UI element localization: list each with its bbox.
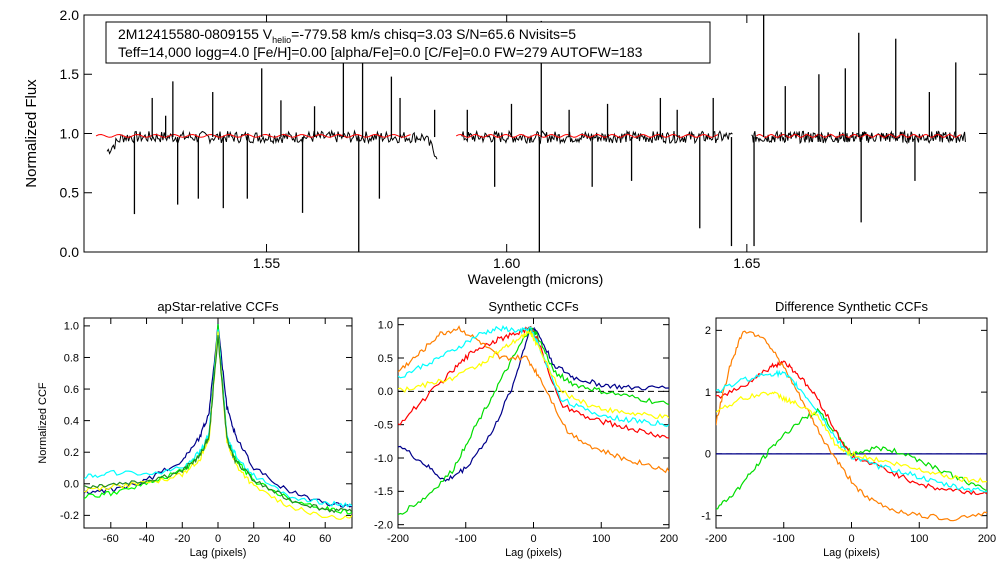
difference-ccf-frame (715, 317, 988, 529)
apstar-ccf-xtick-label: 0 (215, 533, 221, 545)
spectrum-model-line (95, 133, 411, 138)
synthetic-ccf-ytick-label: -1.0 (374, 453, 393, 465)
apstar-ccf-data (84, 323, 352, 520)
spectrum-ytick-label: 1.0 (60, 125, 80, 141)
synthetic-ccf-visit-4-line (398, 325, 669, 474)
apstar-ccf-xtick-label: 60 (319, 533, 331, 545)
spectrum-observed-line (460, 129, 733, 145)
spectrum-ytick-label: 2.0 (60, 7, 80, 23)
synthetic-ccf-xtick-label: -100 (455, 533, 477, 545)
difference-ccf-visit-4-line (716, 330, 987, 522)
spectrum-panel: 1.55 1.60 1.65 0.0 0.5 1.0 1.5 2.0 Wavelength (m… (23, 7, 988, 287)
synthetic-ccf-visit-5-line (398, 324, 669, 428)
legend-stats: =-779.58 km/s chisq=3.03 S/N=65.6 Nvisit… (291, 26, 576, 42)
spectrum-ytick-label: 0.5 (60, 185, 80, 201)
apstar-ccf-xtick-label: 40 (283, 533, 295, 545)
synthetic-ccf-xtick-label: 0 (530, 533, 536, 545)
apstar-ccf-visit-3-line (84, 329, 352, 508)
spectrum-legend-line1: 2M12415580-0809155 Vhelio=-779.58 km/s c… (118, 26, 576, 45)
apstar-ccf-panel: -60 -40 -20 0 20 40 60 -0.2 0.0 0.2 0.4 0.6 0.8 1.0 La… (37, 299, 353, 559)
synthetic-ccf-xtick-label: 100 (592, 533, 610, 545)
spectrum-data (95, 15, 966, 252)
difference-ccf-visit-3-line (716, 360, 987, 496)
difference-ccf-xtick-label: 100 (910, 533, 928, 545)
difference-ccf-panel: -200 -100 0 100 200 -1 0 1 2 Lag (pixels) Differen… (701, 299, 996, 559)
difference-ccf-ytick-label: 0 (705, 449, 711, 461)
difference-ccf-xtick-label: -100 (773, 533, 795, 545)
apstar-ccf-visit-1-line (84, 323, 352, 508)
spectrum-observed-line (106, 129, 438, 160)
difference-ccf-visit-6-line (716, 391, 987, 484)
spectrum-legend-line2: Teff=14,000 logg=4.0 [Fe/H]=0.00 [alpha/… (118, 44, 643, 60)
synthetic-ccf-panel: -200 -100 0 100 200 -2.0 -1.5 -1.0 -0.5 0.0 0.5 1.0… (374, 299, 678, 559)
apstar-ccf-xtick-label: -20 (174, 533, 190, 545)
difference-ccf-title: Difference Synthetic CCFs (775, 299, 928, 314)
synthetic-ccf-xtick-label: 200 (660, 533, 678, 545)
synthetic-ccf-ytick-label: -1.5 (374, 486, 393, 498)
difference-ccf-ytick-label: -1 (701, 510, 711, 522)
spectrum-xtick-label: 1.60 (493, 255, 520, 271)
apstar-ccf-visit-2-line (84, 323, 352, 515)
apstar-ccf-frame (83, 317, 353, 529)
spectrum-xtick-label: 1.65 (733, 255, 760, 271)
difference-ccf-ytick-label: 2 (705, 325, 711, 337)
spectrum-ytick-label: 1.5 (60, 66, 80, 82)
difference-ccf-xtick-label: -200 (705, 533, 727, 545)
synthetic-ccf-ytick-label: 0.0 (378, 386, 393, 398)
synthetic-ccf-ytick-label: 1.0 (378, 320, 393, 332)
spectrum-ylabel: Normalized Flux (23, 79, 40, 188)
difference-ccf-data (716, 330, 987, 522)
apstar-ccf-ytick-label: 0.6 (64, 384, 79, 396)
apstar-ccf-ytick-label: 0.2 (64, 447, 79, 459)
difference-ccf-xtick-label: 0 (848, 533, 854, 545)
apstar-ccf-xtick-label: 20 (248, 533, 260, 545)
apstar-ccf-ytick-label: 0.8 (64, 352, 79, 364)
apstar-ccf-xtick-label: -60 (103, 533, 119, 545)
difference-ccf-visit-5-line (716, 369, 987, 493)
synthetic-ccf-visit-1-line (398, 326, 669, 482)
synthetic-ccf-ytick-label: -2.0 (374, 520, 393, 532)
synthetic-ccf-visit-2-line (398, 326, 669, 516)
spectrum-ytick-label: 0.0 (60, 244, 80, 260)
apstar-ccf-ytick-label: 0.4 (64, 415, 79, 427)
synthetic-ccf-xlabel: Lag (pixels) (505, 547, 562, 559)
synthetic-ccf-ytick-label: -0.5 (374, 420, 393, 432)
apstar-ccf-ytick-label: 0.0 (64, 479, 79, 491)
spectrum-legend: 2M12415580-0809155 Vhelio=-779.58 km/s c… (105, 21, 711, 64)
apstar-ccf-title: apStar-relative CCFs (157, 299, 279, 314)
synthetic-ccf-data (398, 324, 669, 516)
spectrum-legend-box (105, 21, 711, 64)
apstar-ccf-visit-4-line (84, 331, 352, 520)
apstar-ccf-ytick-label: 1.0 (64, 321, 79, 333)
legend-helio-sub: helio (272, 35, 291, 45)
legend-star-id: 2M12415580-0809155 V (118, 26, 273, 42)
synthetic-ccf-visit-6-line (398, 329, 669, 420)
spectrum-xlabel: Wavelength (microns) (468, 271, 604, 287)
apstar-ccf-visit-5-line (84, 335, 352, 514)
synthetic-ccf-title: Synthetic CCFs (488, 299, 579, 314)
synthetic-ccf-xtick-label: -200 (387, 533, 409, 545)
difference-ccf-ytick-label: 1 (705, 387, 711, 399)
apstar-ccf-xlabel: Lag (pixels) (190, 547, 247, 559)
synthetic-ccf-ytick-label: 0.5 (378, 353, 393, 365)
difference-ccf-xlabel: Lag (pixels) (823, 547, 880, 559)
spectrum-xtick-label: 1.55 (253, 255, 280, 271)
apstar-ccf-ytick-label: -0.2 (60, 510, 79, 522)
difference-ccf-xtick-label: 200 (978, 533, 996, 545)
spectrum-model-line (455, 133, 719, 138)
apstar-ccf-xtick-label: -40 (139, 533, 155, 545)
apstar-ccf-ylabel: Normalized CCF (37, 382, 49, 464)
